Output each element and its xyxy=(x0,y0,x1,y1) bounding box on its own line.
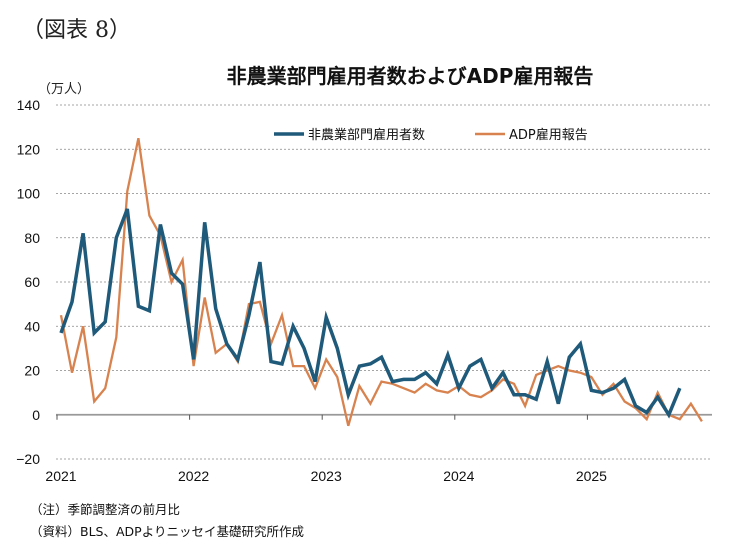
x-tick-label: 2024 xyxy=(443,468,474,484)
y-tick-label: 140 xyxy=(17,97,41,113)
legend-label-adp: ADP雇用報告 xyxy=(509,127,588,143)
series-line-adp xyxy=(59,137,703,427)
chart-note: （注）季節調整済の前月比 xyxy=(30,502,181,517)
y-tick-label: 40 xyxy=(24,318,40,334)
legend-label-nfp: 非農業部門雇用者数 xyxy=(308,127,425,143)
y-tick-label: −20 xyxy=(16,451,40,467)
chart-title: 非農業部門雇用者数およびADP雇用報告 xyxy=(226,64,594,88)
y-tick-label: 80 xyxy=(24,230,40,246)
legend: 非農業部門雇用者数 ADP雇用報告 xyxy=(274,127,588,143)
gridlines xyxy=(56,104,712,460)
series-line-nfp xyxy=(59,208,682,419)
y-tick-label: 20 xyxy=(24,363,40,379)
y-tick-label: 120 xyxy=(17,141,41,157)
figure-label: （図表 8） xyxy=(22,18,131,43)
x-tick-label: 2025 xyxy=(576,468,607,484)
y-tick-label: 60 xyxy=(24,274,40,290)
y-axis-ticks: 140 120 100 80 60 40 20 0 −20 xyxy=(16,97,40,467)
y-axis-unit-label: （万人） xyxy=(38,82,91,97)
y-tick-label: 100 xyxy=(17,186,41,202)
x-tick-label: 2023 xyxy=(311,468,342,484)
x-tick-label: 2021 xyxy=(45,468,76,484)
y-tick-label: 0 xyxy=(32,407,40,423)
series-lines xyxy=(59,137,703,427)
chart-source: （資料）BLS、ADPよりニッセイ基礎研究所作成 xyxy=(30,524,304,539)
x-axis-ticks: 2021 2022 2023 2024 2025 xyxy=(45,414,607,484)
x-tick-label: 2022 xyxy=(178,468,209,484)
